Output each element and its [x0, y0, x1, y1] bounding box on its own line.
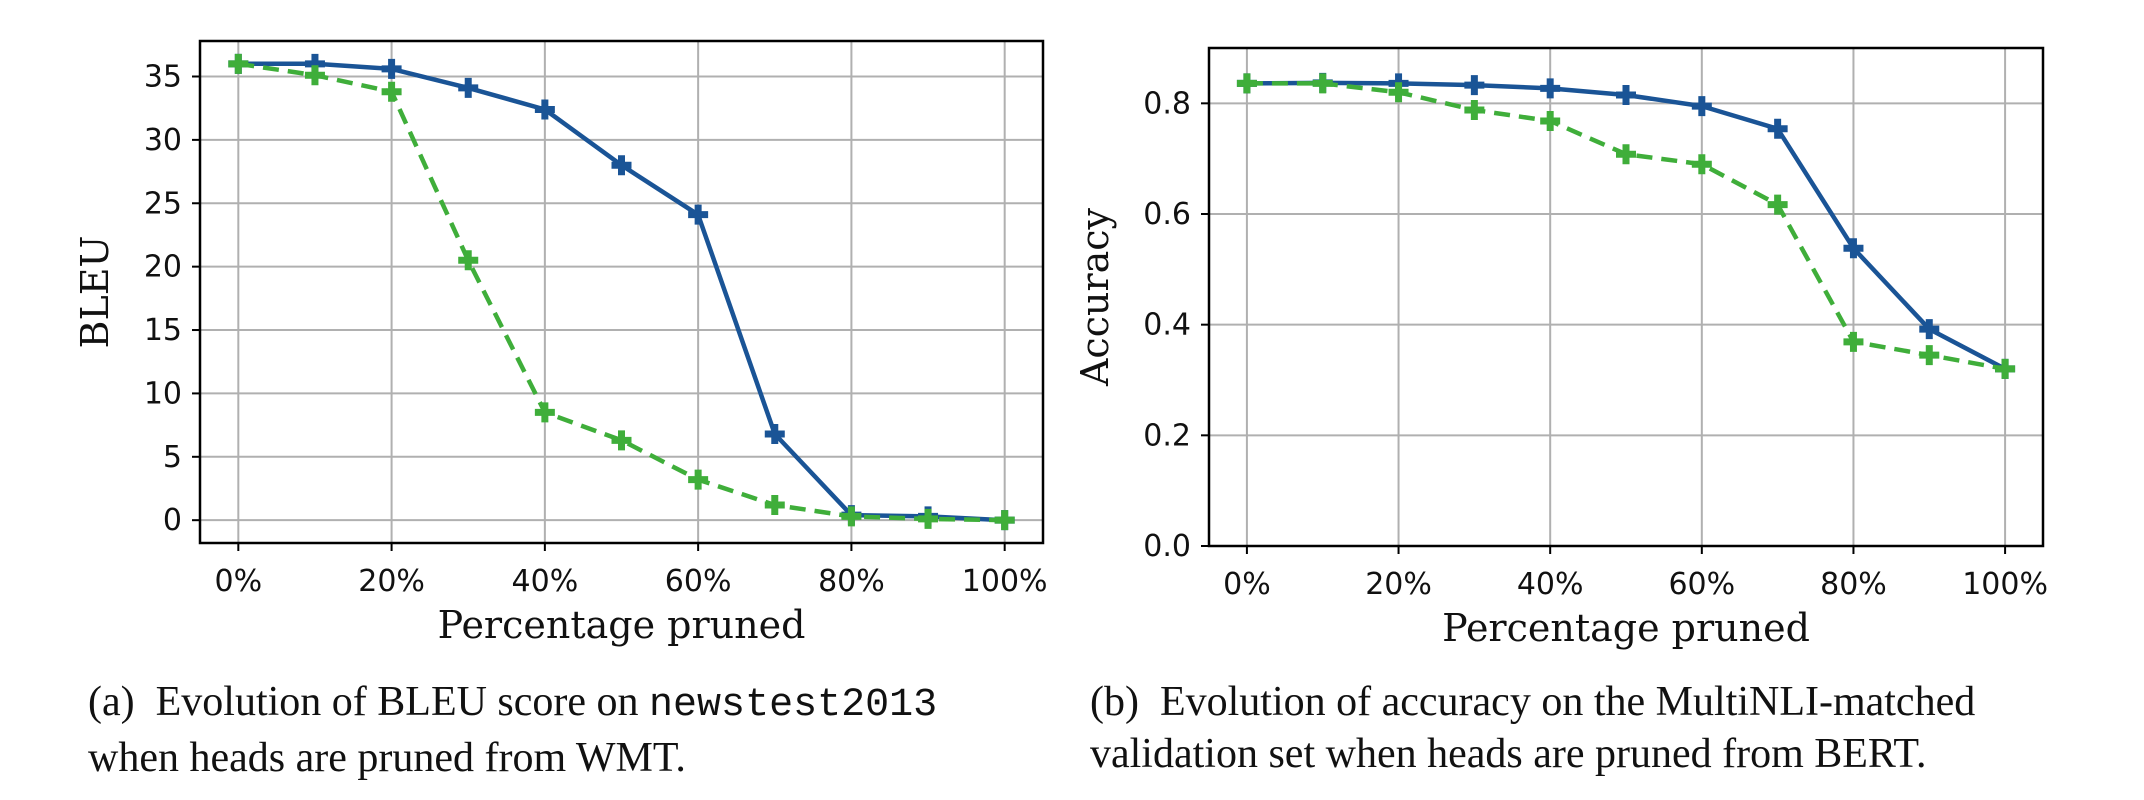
caption-a-code: newstest2013	[649, 683, 938, 728]
x-tick-label: 100%	[962, 564, 1048, 599]
data-point-marker	[688, 469, 709, 490]
data-point-marker	[381, 58, 402, 79]
caption-a: (a) Evolution of BLEU score on newstest2…	[88, 676, 937, 784]
caption-a-text: Evolution of BLEU score on	[155, 679, 639, 725]
series-line-2	[237, 61, 1005, 523]
series-line-1	[238, 61, 1005, 523]
data-point-marker	[688, 204, 709, 225]
data-point-marker	[1919, 345, 1940, 366]
y-tick-label: 0.8	[1143, 86, 1191, 121]
data-point-marker	[1464, 99, 1485, 120]
data-point-marker	[1767, 118, 1788, 139]
data-point-marker	[994, 510, 1015, 531]
x-tick-label: 40%	[1517, 567, 1584, 602]
data-point-marker	[458, 77, 479, 98]
caption-b-text: Evolution of accuracy on the MultiNLI-ma…	[1159, 679, 1976, 725]
data-point-marker	[1691, 154, 1712, 175]
x-axis-label: Percentage pruned	[1442, 606, 1810, 650]
data-point-marker	[1540, 78, 1561, 99]
series-group	[1236, 72, 2016, 379]
y-tick-label: 15	[144, 313, 182, 348]
data-point-marker	[918, 508, 939, 529]
y-tick-label: 0.0	[1143, 529, 1191, 564]
y-tick-label: 25	[144, 186, 182, 221]
data-point-marker	[304, 65, 325, 86]
y-tick-label: 35	[144, 59, 182, 94]
y-tick-label: 20	[144, 250, 182, 285]
plot-frame	[1207, 46, 2045, 548]
x-tick-label: 40%	[512, 564, 579, 599]
grid	[200, 41, 1043, 543]
y-tick-label: 0.6	[1143, 197, 1191, 232]
x-axis-label: Percentage pruned	[438, 603, 806, 647]
caption-a-label: (a)	[88, 679, 135, 725]
data-point-marker	[1995, 358, 2016, 379]
caption-b: (b) Evolution of accuracy on the MultiNL…	[1090, 676, 1975, 780]
data-point-marker	[764, 494, 785, 515]
y-tick-label: 0.4	[1143, 308, 1191, 343]
data-point-marker	[1236, 73, 1257, 94]
data-point-marker	[1691, 96, 1712, 117]
x-tick-label: 60%	[665, 564, 732, 599]
series-line-1	[1246, 80, 2007, 371]
ticks: 0% 20% 40% 60% 80% 100% 0 5 10 15 20 25 30 35	[144, 59, 1048, 599]
x-tick-label: 20%	[1365, 567, 1432, 602]
bleu-chart: 0% 20% 40% 60% 80% 100% 0 5 10 15 20 25 30 35 Percenta…	[73, 39, 1048, 647]
caption-a-line1: (a) Evolution of BLEU score on newstest2…	[88, 676, 937, 732]
accuracy-chart: 0% 20% 40% 60% 80% 100% 0.0 0.2 0.4 0.6 0.8 Percent…	[1073, 46, 2048, 650]
data-point-marker	[1767, 194, 1788, 215]
y-axis-label: BLEU	[73, 236, 117, 349]
x-tick-label: 0%	[215, 564, 263, 599]
caption-b-line1: (b) Evolution of accuracy on the MultiNL…	[1090, 676, 1975, 728]
series-group	[228, 53, 1015, 531]
data-point-marker	[458, 250, 479, 271]
data-point-marker	[1616, 144, 1636, 165]
data-point-marker	[228, 53, 249, 74]
data-point-marker	[611, 155, 632, 176]
data-point-marker	[1388, 82, 1409, 103]
x-tick-label: 80%	[818, 564, 885, 599]
x-tick-label: 60%	[1668, 567, 1735, 602]
y-tick-label: 0.2	[1143, 418, 1191, 453]
data-point-marker	[1616, 85, 1636, 106]
caption-b-line2: validation set when heads are pruned fro…	[1090, 731, 1927, 777]
ticks: 0% 20% 40% 60% 80% 100% 0.0 0.2 0.4 0.6 0.8	[1143, 86, 2048, 602]
x-tick-label: 80%	[1820, 567, 1887, 602]
caption-a-line2: when heads are pruned from WMT.	[88, 735, 686, 781]
data-point-marker	[841, 506, 862, 527]
data-point-marker	[381, 81, 402, 102]
x-tick-label: 0%	[1223, 567, 1271, 602]
data-point-marker	[534, 402, 555, 423]
data-point-marker	[1843, 331, 1864, 352]
x-tick-label: 100%	[1962, 567, 2048, 602]
x-tick-label: 20%	[358, 564, 425, 599]
data-point-marker	[1919, 319, 1940, 340]
plot-frame	[198, 39, 1045, 545]
y-axis-label: Accuracy	[1073, 207, 1117, 387]
series-line-2	[1246, 81, 2006, 372]
data-point-marker	[1464, 75, 1485, 96]
data-point-marker	[1540, 111, 1561, 132]
data-point-marker	[1312, 73, 1333, 94]
data-point-marker	[764, 423, 785, 444]
grid	[1209, 48, 2043, 547]
data-point-marker	[534, 99, 555, 120]
y-tick-label: 10	[144, 376, 182, 411]
y-tick-label: 30	[144, 123, 182, 158]
y-tick-label: 5	[163, 440, 182, 475]
data-point-marker	[611, 430, 632, 451]
data-point-marker	[1843, 238, 1864, 259]
caption-b-label: (b)	[1090, 679, 1139, 725]
y-tick-label: 0	[163, 503, 182, 538]
